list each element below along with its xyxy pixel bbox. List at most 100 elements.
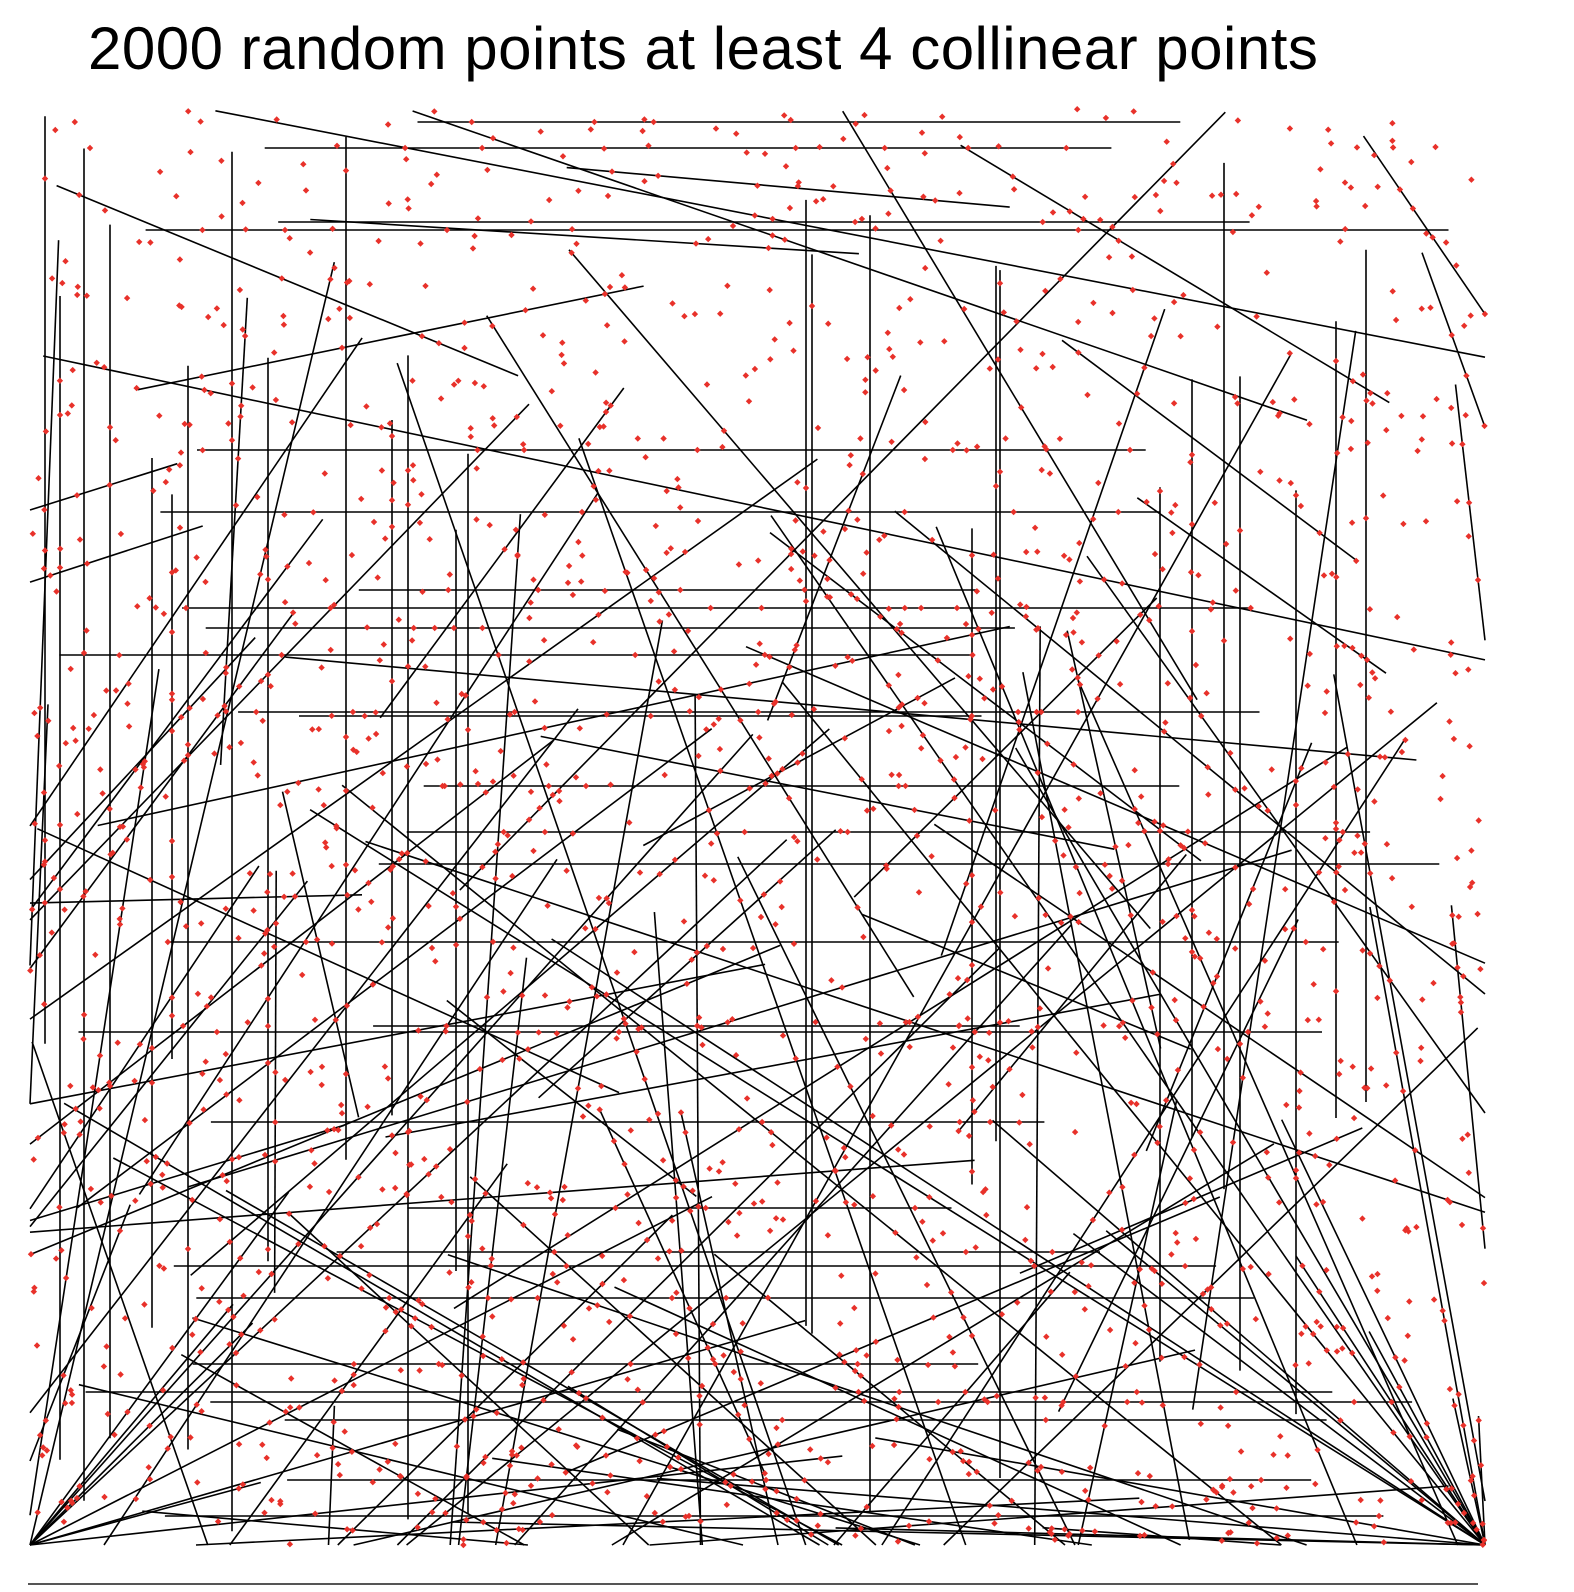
data-point xyxy=(449,890,457,897)
data-point xyxy=(708,840,715,847)
data-point xyxy=(450,624,458,632)
data-point xyxy=(772,921,779,928)
data-point xyxy=(182,604,190,612)
data-point xyxy=(1060,1398,1067,1406)
data-point xyxy=(261,1509,268,1516)
data-point xyxy=(1455,1391,1462,1398)
data-point xyxy=(34,1509,41,1516)
data-point xyxy=(1457,999,1465,1006)
collinear-segment xyxy=(1421,252,1486,428)
data-point xyxy=(960,1457,967,1465)
data-point xyxy=(585,1305,593,1312)
collinear-segment xyxy=(842,110,1198,701)
data-point xyxy=(1009,173,1016,180)
data-point xyxy=(655,678,662,685)
data-point xyxy=(585,1102,592,1109)
data-point xyxy=(146,595,153,602)
collinear-segment xyxy=(1333,674,1486,1502)
data-point xyxy=(1081,1306,1088,1313)
data-point xyxy=(773,1424,780,1432)
data-point xyxy=(1353,144,1361,151)
data-point xyxy=(1233,190,1240,198)
data-point xyxy=(921,700,928,707)
data-point xyxy=(767,1129,775,1136)
data-point xyxy=(396,856,403,863)
data-point xyxy=(769,1141,776,1149)
data-point xyxy=(1365,694,1372,701)
data-point xyxy=(877,1050,885,1057)
data-point xyxy=(1127,912,1134,919)
data-point xyxy=(869,1193,877,1200)
data-point xyxy=(264,995,272,1002)
data-point xyxy=(1314,1446,1321,1454)
data-point xyxy=(1284,1532,1291,1539)
data-point xyxy=(792,144,799,152)
data-point xyxy=(1203,690,1210,697)
data-point xyxy=(100,1363,108,1370)
data-point xyxy=(1125,841,1132,849)
data-point xyxy=(1320,572,1328,579)
data-point xyxy=(1287,479,1294,487)
data-point xyxy=(770,700,778,707)
data-point xyxy=(56,564,64,571)
data-point xyxy=(905,1522,913,1529)
data-point xyxy=(1446,718,1453,725)
data-point xyxy=(338,1110,346,1117)
data-point xyxy=(1341,179,1349,186)
data-point xyxy=(1380,1539,1387,1546)
data-point xyxy=(1333,1135,1340,1142)
data-point xyxy=(1164,680,1171,687)
data-point xyxy=(540,637,548,644)
data-point xyxy=(995,1512,1002,1519)
data-point xyxy=(698,1382,706,1390)
data-point xyxy=(1080,215,1087,223)
data-point xyxy=(1047,1288,1055,1295)
data-point xyxy=(968,918,976,926)
data-point xyxy=(923,1281,931,1289)
data-point xyxy=(1134,1470,1142,1477)
data-point xyxy=(1002,435,1009,442)
data-point xyxy=(268,1496,275,1504)
collinear-segment xyxy=(457,957,528,1546)
data-point xyxy=(1058,1402,1065,1409)
segment-layer xyxy=(29,110,1486,1546)
data-point xyxy=(1371,152,1378,159)
data-point xyxy=(1087,1464,1094,1471)
data-point xyxy=(1297,1069,1304,1076)
data-point xyxy=(1155,603,1162,610)
data-point xyxy=(1439,772,1446,780)
data-point xyxy=(844,828,851,836)
data-point xyxy=(218,213,225,220)
data-point xyxy=(410,624,417,632)
data-point xyxy=(228,380,236,387)
data-point xyxy=(986,1029,993,1036)
data-point xyxy=(263,1454,270,1462)
data-point xyxy=(962,1248,970,1256)
data-point xyxy=(1328,570,1336,577)
collinear-segment xyxy=(940,308,1166,956)
data-point xyxy=(1018,404,1025,411)
data-point xyxy=(1339,414,1346,421)
data-point xyxy=(1063,144,1070,152)
data-point xyxy=(1174,1066,1182,1074)
data-point xyxy=(965,1458,973,1465)
data-point xyxy=(146,1476,154,1483)
data-point xyxy=(1156,827,1164,835)
data-point xyxy=(116,1227,124,1234)
data-point xyxy=(97,766,104,773)
data-point xyxy=(223,664,230,671)
data-point xyxy=(1323,1347,1330,1354)
data-point xyxy=(1312,1152,1319,1160)
data-point xyxy=(831,1167,838,1174)
data-point xyxy=(774,770,781,777)
data-point xyxy=(194,1479,201,1486)
data-point xyxy=(624,1191,631,1198)
data-point xyxy=(236,683,243,690)
data-point xyxy=(60,1372,67,1379)
data-point xyxy=(719,945,727,953)
data-point xyxy=(707,604,714,612)
data-point xyxy=(437,395,445,402)
collinear-segment xyxy=(960,144,1390,404)
data-point xyxy=(1430,1296,1438,1303)
data-point xyxy=(434,756,441,763)
